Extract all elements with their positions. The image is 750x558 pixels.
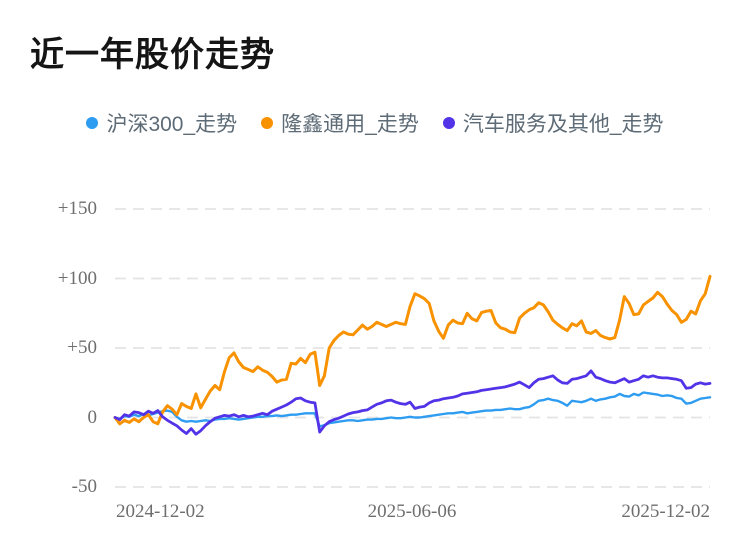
legend-dot-longxin-general-icon [261,117,274,129]
legend-item-longxin-general[interactable]: 隆鑫通用_走势 [261,108,419,138]
y-axis-tick-label: +50 [67,337,97,358]
legend-dot-hs300-icon [86,117,99,129]
legend-label-auto-services-other: 汽车服务及其他_走势 [462,113,664,136]
series-line-auto-services-other [113,369,712,436]
legend-item-auto-services-other[interactable]: 汽车服务及其他_走势 [442,108,664,138]
legend-label-hs300: 沪深300_走势 [106,113,238,136]
chart-title: 近一年股价走势 [30,36,275,74]
y-axis-tick-label: +100 [57,267,97,289]
x-axis-tick-label: 2025-06-06 [367,501,457,522]
legend-dot-auto-services-other-icon [442,117,455,129]
series-line-hs300 [113,391,712,428]
x-axis-tick-label: 2025-12-02 [621,501,710,522]
legend-item-hs300[interactable]: 沪深300_走势 [86,108,237,138]
y-axis-tick-label: +150 [57,198,97,219]
y-axis-tick-label: -50 [71,476,97,497]
x-axis-tick-label: 2024-12-02 [116,501,205,522]
legend-label-longxin-general: 隆鑫通用_走势 [281,113,419,136]
legend: 沪深300_走势 隆鑫通用_走势 汽车服务及其他_走势 [0,108,750,138]
y-axis-tick-label: 0 [87,406,98,428]
series-line-longxin-general [113,274,712,426]
